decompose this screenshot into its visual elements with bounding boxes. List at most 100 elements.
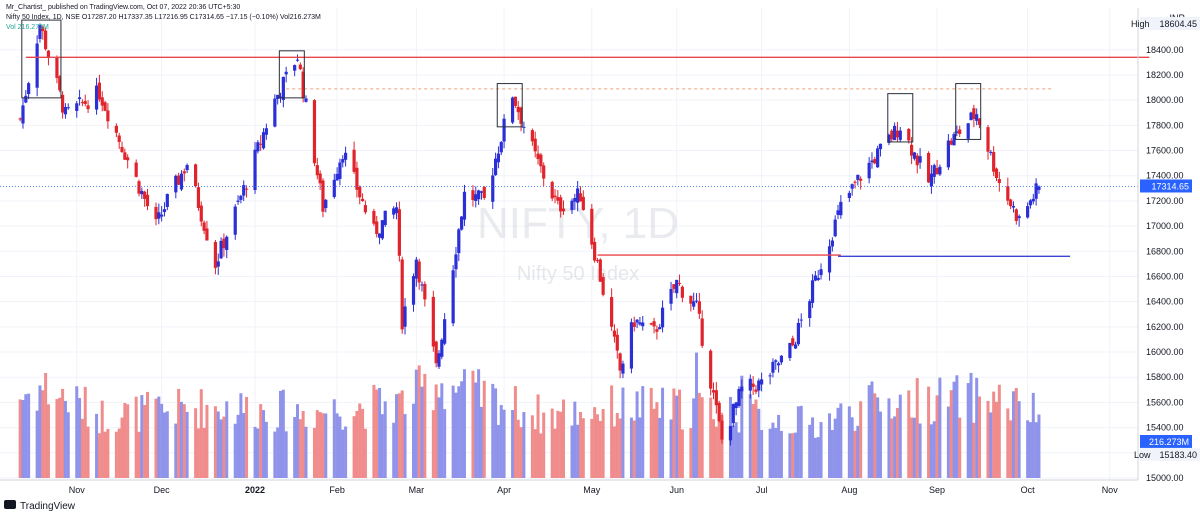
candle-body[interactable] [530,130,534,142]
candle-body[interactable] [21,105,25,124]
candle-body[interactable] [253,149,257,191]
candle-body[interactable] [324,199,328,209]
candle-body[interactable] [728,426,733,441]
candle-body[interactable] [680,286,684,298]
candle-body[interactable] [519,107,523,124]
candle-body[interactable] [542,165,546,179]
candle-body[interactable] [689,295,693,304]
candle-body[interactable] [194,164,198,187]
candle-body[interactable] [41,27,45,32]
candle-body[interactable] [887,134,891,143]
candle-body[interactable] [700,318,704,346]
candle-body[interactable] [103,102,107,111]
candle-body[interactable] [1026,206,1030,218]
candle-body[interactable] [315,165,319,176]
candle-body[interactable] [355,167,359,190]
candle-body[interactable] [479,191,484,193]
candle-body[interactable] [559,197,563,212]
candle-body[interactable] [80,102,85,104]
candle-body[interactable] [601,277,605,295]
candle-body[interactable] [100,97,104,106]
candle-body[interactable] [952,134,956,146]
candle-body[interactable] [304,98,308,102]
candle-body[interactable] [44,30,48,50]
candle-body[interactable] [972,108,976,119]
candle-body[interactable] [46,50,51,58]
candle-body[interactable] [977,118,982,125]
candle-body[interactable] [451,270,455,324]
candle-body[interactable] [502,118,506,142]
candle-body[interactable] [97,82,101,100]
candle-body[interactable] [493,158,498,176]
candle-body[interactable] [975,114,979,121]
candle-body[interactable] [18,118,22,120]
candle-body[interactable] [301,71,305,98]
candle-body[interactable] [179,173,184,190]
candle-body[interactable] [876,148,880,168]
candle-body[interactable] [593,241,597,261]
candle-body[interactable] [697,301,701,314]
candle-body[interactable] [295,59,300,61]
candle-body[interactable] [358,186,362,198]
candle-body[interactable] [958,129,962,134]
candle-body[interactable] [808,301,812,319]
candle-body[interactable] [431,296,435,347]
candle-body[interactable] [199,205,203,222]
candle-body[interactable] [244,188,249,190]
candle-body[interactable] [830,240,834,247]
candle-body[interactable] [966,123,970,139]
candle-body[interactable] [938,166,942,175]
candle-body[interactable] [615,334,619,351]
candle-body[interactable] [677,283,682,285]
candle-body[interactable] [776,363,781,366]
candle-body[interactable] [278,96,283,98]
candle-body[interactable] [205,228,209,241]
candle-body[interactable] [219,240,223,259]
candle-body[interactable] [440,339,444,357]
candle-body[interactable] [298,64,302,70]
candle-body[interactable] [570,200,574,211]
candle-body[interactable] [477,190,481,200]
candle-body[interactable] [791,338,795,346]
candle-body[interactable] [261,132,266,149]
highlight-boxes[interactable] [21,19,982,143]
candle-body[interactable] [576,188,580,203]
candle-body[interactable] [768,375,772,377]
candle-body[interactable] [867,162,871,179]
candle-body[interactable] [145,194,150,207]
candle-body[interactable] [910,144,914,156]
candle-body[interactable] [655,329,659,332]
candle-body[interactable] [239,195,243,200]
candle-body[interactable] [233,206,237,235]
candle-body[interactable] [77,97,82,100]
candle-body[interactable] [1014,209,1018,221]
candle-body[interactable] [394,207,399,214]
candle-body[interactable] [143,191,147,199]
candle-body[interactable] [573,197,577,202]
candle-body[interactable] [83,101,87,104]
candle-body[interactable] [929,173,934,187]
candle-body[interactable] [338,162,342,179]
candle-body[interactable] [793,344,798,349]
candle-body[interactable] [935,167,939,175]
candle-body[interactable] [709,350,713,389]
candle-body[interactable] [332,179,336,198]
candle-body[interactable] [912,152,917,159]
candle-body[interactable] [949,140,953,145]
candle-body[interactable] [510,97,515,123]
candle-body[interactable] [553,195,557,198]
candle-body[interactable] [177,175,181,185]
candle-body[interactable] [720,420,724,440]
candle-body[interactable] [66,107,70,109]
candle-body[interactable] [120,146,124,153]
candle-body[interactable] [434,341,438,364]
candle-body[interactable] [403,306,407,327]
candle-body[interactable] [731,404,735,424]
candle-body[interactable] [516,106,520,113]
candle-body[interactable] [154,206,158,220]
candle-body[interactable] [932,165,936,177]
candle-body[interactable] [460,216,464,230]
candle-body[interactable] [140,190,144,195]
candle-body[interactable] [1017,216,1021,219]
candle-body[interactable] [799,319,803,321]
